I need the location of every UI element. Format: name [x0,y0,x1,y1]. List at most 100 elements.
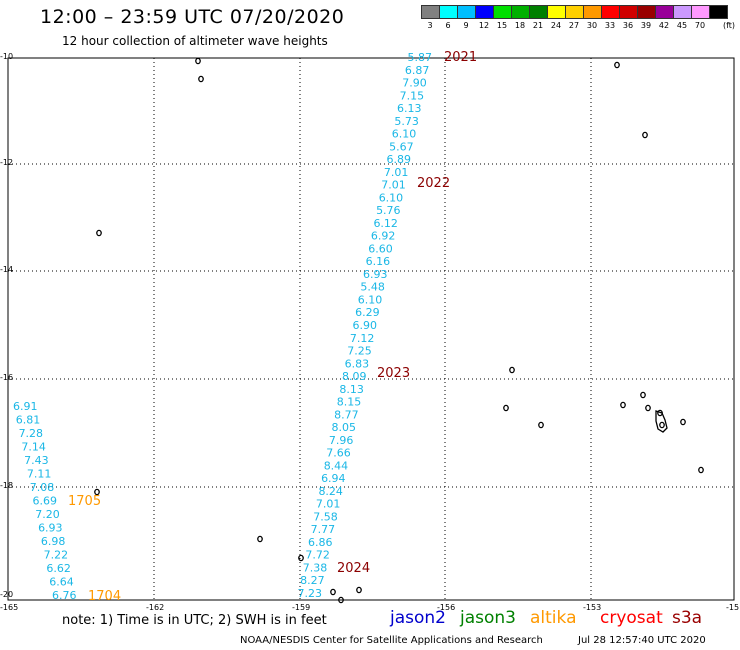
wave-height-value: 5.87 [408,51,433,64]
legend-label: 42 [658,21,670,30]
wave-height-value: 8.24 [318,485,343,498]
island-outline [698,466,704,474]
satellite-legend-altika: altika [530,608,577,628]
wave-height-value: 7.58 [313,510,338,523]
wave-height-value: 6.10 [379,191,404,204]
lat-tick-label: -16 [0,373,14,382]
wave-height-value: 7.43 [24,454,49,467]
legend-label: 33 [604,21,616,30]
wave-height-value: 7.14 [21,441,46,454]
legend-color-boxes [421,5,728,19]
wave-height-value: 7.08 [30,481,55,494]
wave-height-value: 8.09 [342,370,367,383]
island-outline [640,391,646,399]
island-outline [330,588,336,596]
legend-label: 12 [478,21,490,30]
wave-height-value: 8.44 [324,459,349,472]
map-subtitle: 12 hour collection of altimeter wave hei… [62,34,328,48]
island-outline [680,418,686,426]
legend-label: 70 [694,21,706,30]
wave-height-value: 6.62 [46,562,71,575]
lat-tick-label: -14 [0,265,14,274]
legend-label: 18 [514,21,526,30]
wave-height-value: 6.12 [373,217,398,230]
satellite-legend-s3a: s3a [672,608,703,628]
legend-label: 6 [445,21,451,30]
island-outline [659,421,665,429]
wave-height-value: 6.76 [52,589,77,602]
map-title: 12:00 – 23:59 UTC 07/20/2020 [40,6,345,28]
wave-height-value: 6.60 [368,242,393,255]
wave-height-value: 7.38 [303,561,328,574]
wave-height-value: 7.01 [316,498,341,511]
legend-label: 27 [568,21,580,30]
wave-height-value: 8.05 [332,421,357,434]
wave-height-value: 6.10 [358,293,383,306]
wave-height-value: 7.72 [305,549,330,562]
wave-height-value: 6.81 [16,414,41,427]
satellite-legend-cryosat: cryosat [600,608,663,628]
legend-label: 9 [463,21,469,30]
legend-label: 3 [427,21,433,30]
wave-height-value: 7.25 [347,345,372,358]
wave-height-value: 6.87 [405,64,430,77]
satellite-legend-jason3: jason3 [460,608,516,628]
wave-height-value: 6.86 [308,536,333,549]
pass-labels: 2021 2022 2023 2024 1705 1704 [68,50,477,604]
legend-label: 39 [640,21,652,30]
legend-label: 45 [676,21,688,30]
wave-height-value: 7.28 [19,427,43,440]
legend-label: 21 [532,21,544,30]
island-outline [614,61,620,69]
island-outline [503,404,509,412]
wave-height-value: 6.13 [397,102,422,115]
island-outline [338,596,344,604]
wave-height-value: 6.89 [387,153,412,166]
generated-timestamp: Jul 28 12:57:40 UTC 2020 [578,635,706,646]
wave-height-value: 6.64 [49,576,74,589]
pass-id-label: 2021 [444,50,477,65]
wave-height-value: 6.16 [366,255,391,268]
wave-height-value: 7.12 [350,332,375,345]
island-outline [356,586,362,594]
footer-note: note: 1) Time is in UTC; 2) SWH is in fe… [62,613,327,628]
lon-tick-label: -165 [0,603,19,612]
island-outline [195,57,201,65]
lon-tick-label: -156 [437,603,456,612]
wave-height-value: 6.91 [13,400,38,413]
island-outline [298,554,304,562]
wave-height-value: 6.92 [371,230,396,243]
legend-swatch [709,5,728,19]
legend-label: 36 [622,21,634,30]
wave-height-value: 8.13 [339,383,364,396]
wave-height-value: 8.27 [300,574,325,587]
wave-height-value: 7.11 [27,468,52,481]
map-grid [8,58,734,600]
wave-height-value: 7.77 [311,523,336,536]
wave-height-values: 5.876.877.907.156.135.736.105.676.897.01… [13,51,432,602]
wave-height-value: 6.93 [363,268,388,281]
island-outline [645,404,651,412]
satellite-legend-jason2: jason2 [390,608,446,628]
wave-height-value: 6.10 [392,128,417,141]
wave-height-value: 5.76 [376,204,401,217]
pass-id-label: 2024 [337,561,370,576]
wave-height-value: 6.93 [38,522,63,535]
legend-label: 15 [496,21,508,30]
wave-height-value: 6.94 [321,472,346,485]
wave-height-value: 7.20 [35,508,60,521]
pass-id-label: 2022 [417,176,450,191]
map-frame [7,57,735,601]
lon-tick-label: -15 [726,603,740,612]
wave-height-value: 6.98 [41,535,66,548]
island-outline [198,75,204,83]
pass-id-label: 2023 [377,366,410,381]
lat-tick-label: -20 [0,590,14,599]
wave-height-value: 7.15 [400,89,425,102]
lat-tick-label: -18 [0,481,14,490]
legend-label: 24 [550,21,562,30]
wave-height-value: 7.66 [326,447,351,460]
lat-tick-label: -10 [0,52,14,61]
wave-height-value: 5.48 [360,281,385,294]
